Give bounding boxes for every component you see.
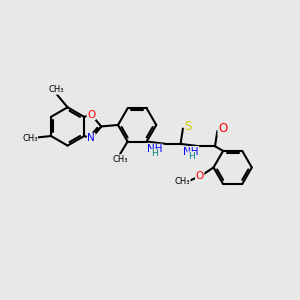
Text: NH: NH	[183, 147, 199, 157]
Text: O: O	[196, 171, 204, 181]
Text: CH₃: CH₃	[22, 134, 38, 142]
Text: O: O	[218, 122, 227, 135]
Text: NH: NH	[147, 144, 163, 154]
Text: CH₃: CH₃	[49, 85, 64, 94]
Text: CH₃: CH₃	[175, 176, 190, 185]
Text: N: N	[87, 133, 95, 143]
Text: H: H	[188, 152, 194, 161]
Text: S: S	[184, 120, 192, 133]
Text: CH₃: CH₃	[112, 155, 128, 164]
Text: O: O	[87, 110, 95, 120]
Text: H: H	[152, 149, 158, 158]
